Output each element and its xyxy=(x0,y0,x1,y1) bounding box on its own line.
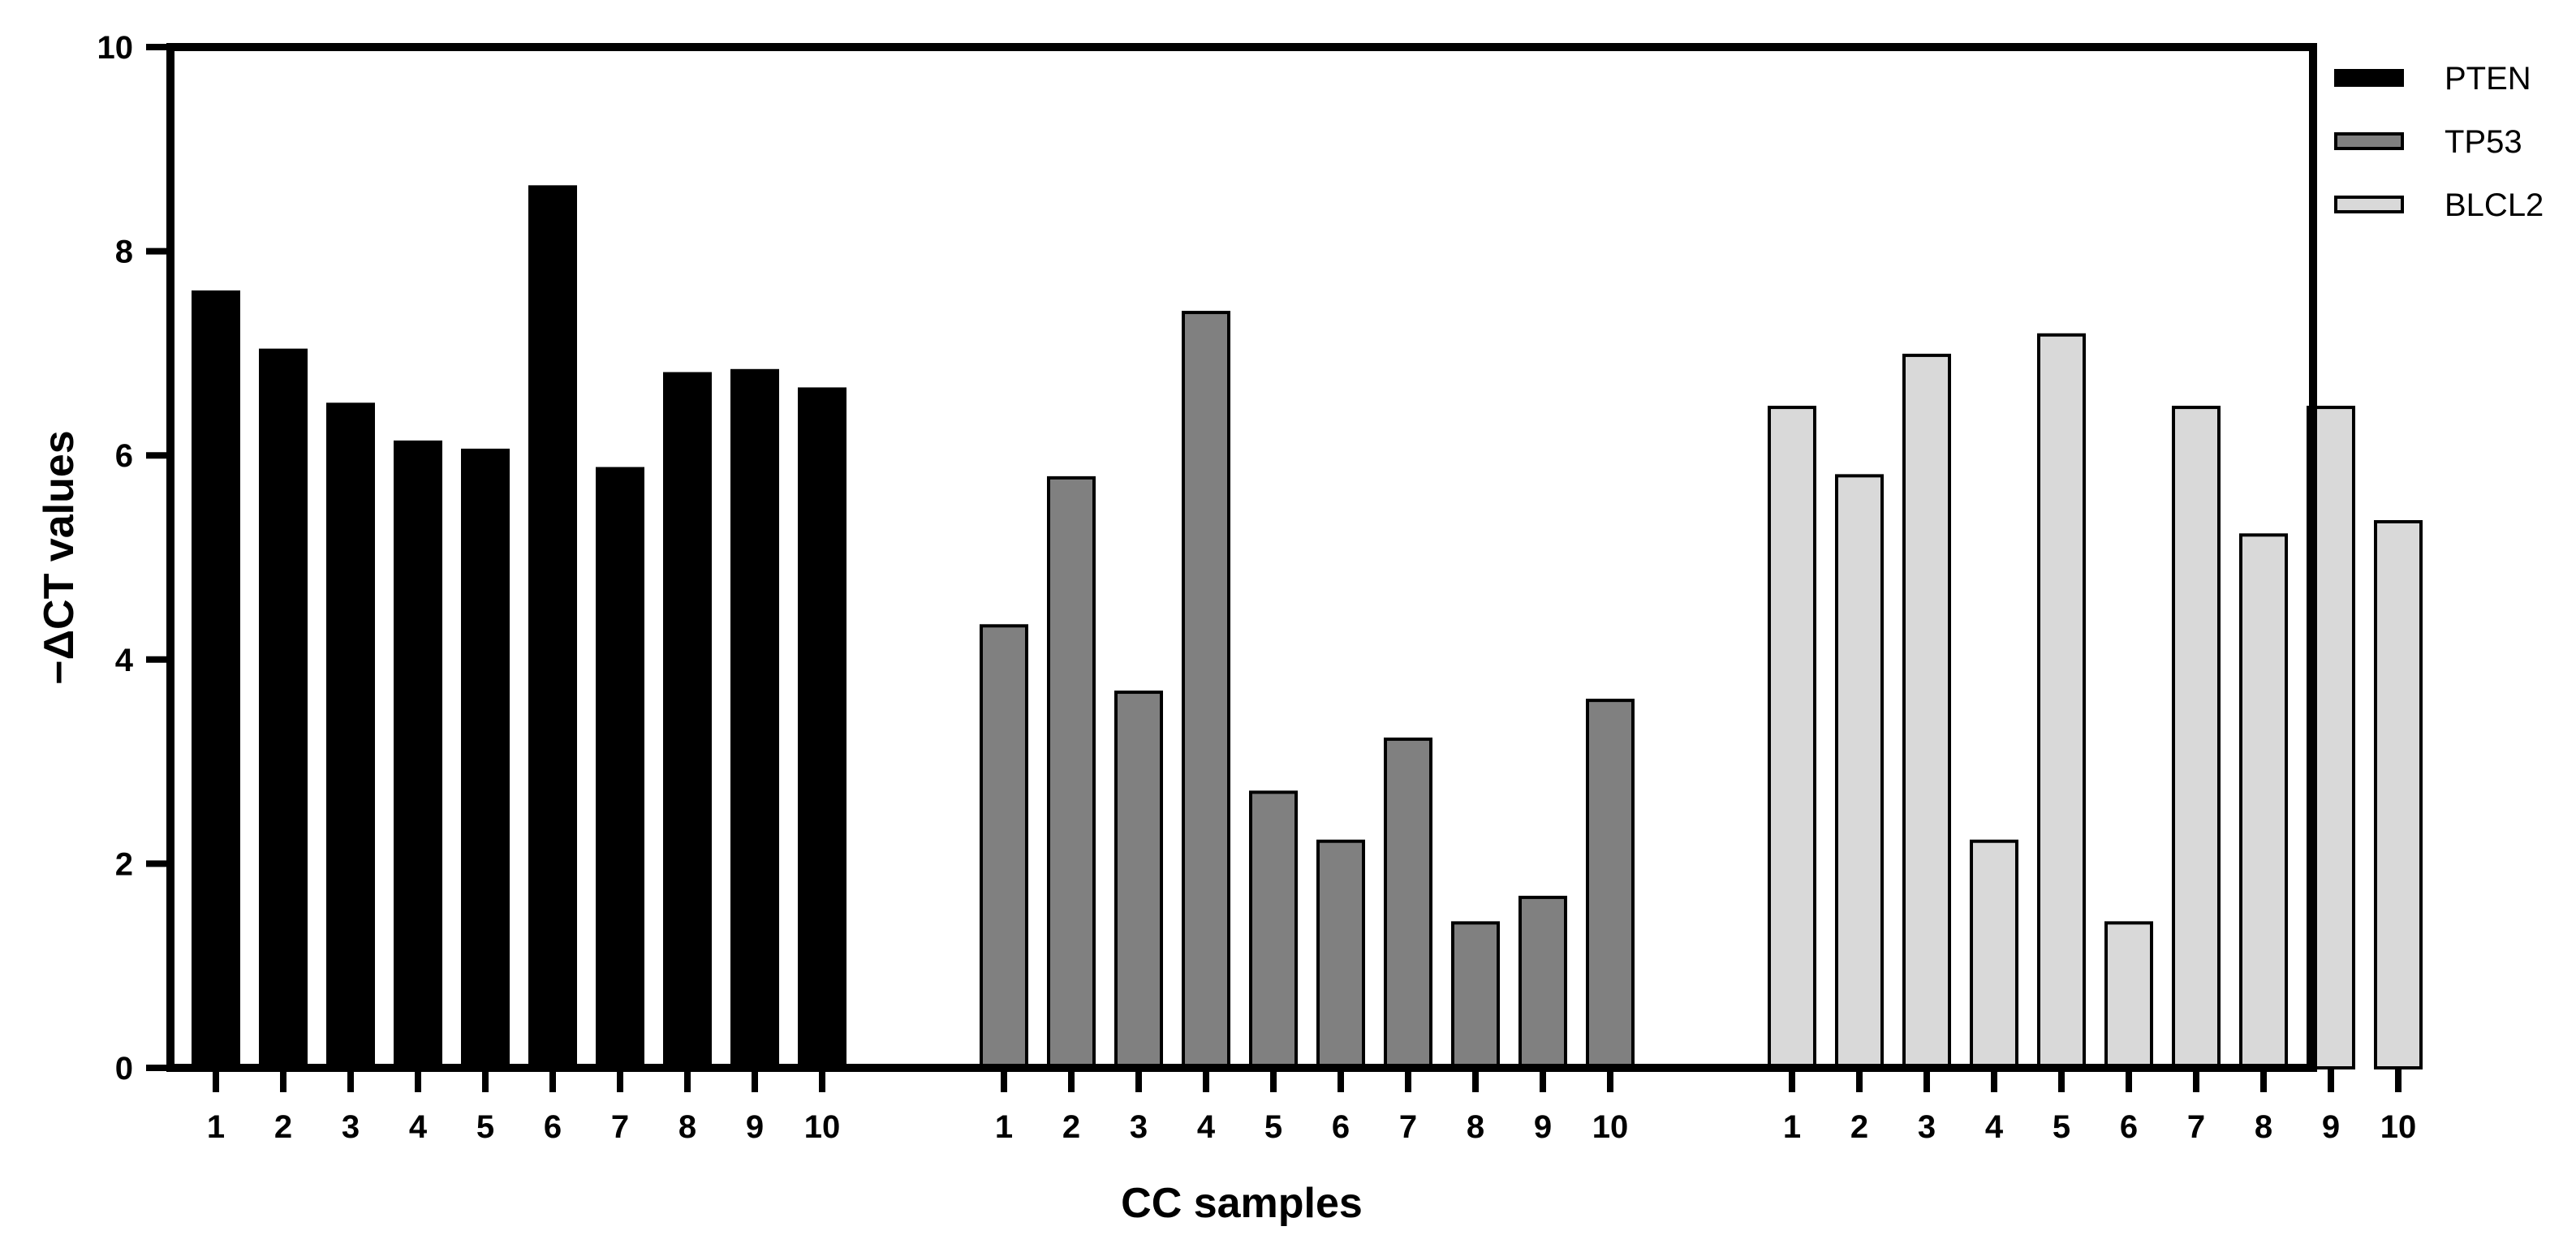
x-tick-label: 7 xyxy=(1399,1109,1417,1145)
bar-pten-10 xyxy=(798,387,846,1069)
bar-pten-5 xyxy=(461,448,510,1069)
plot-frame xyxy=(166,43,2317,1072)
legend-swatch-tp53 xyxy=(2334,132,2404,150)
x-tick-label: 9 xyxy=(1534,1109,1552,1145)
y-tick-label: 10 xyxy=(97,30,134,66)
legend-label-pten: PTEN xyxy=(2445,61,2531,97)
x-axis-title: CC samples xyxy=(1121,1180,1363,1227)
bar-pten-1 xyxy=(192,290,240,1070)
bar-blcl2-7 xyxy=(2172,406,2221,1070)
x-tick-label: 10 xyxy=(804,1109,841,1145)
bar-tp53-5 xyxy=(1249,790,1298,1070)
bar-blcl2-1 xyxy=(1768,406,1816,1070)
bar-tp53-7 xyxy=(1384,737,1432,1069)
x-tick-label: 2 xyxy=(1062,1109,1080,1145)
x-tick-label: 5 xyxy=(2053,1109,2070,1145)
bar-pten-7 xyxy=(596,467,644,1069)
x-tick-label: 10 xyxy=(1592,1109,1629,1145)
bar-tp53-9 xyxy=(1518,895,1567,1069)
x-tick-label: 1 xyxy=(995,1109,1013,1145)
x-tick-label: 5 xyxy=(476,1109,494,1145)
x-tick-label: 5 xyxy=(1264,1109,1282,1145)
x-tick-label: 6 xyxy=(544,1109,562,1145)
bar-blcl2-4 xyxy=(1970,839,2018,1069)
legend-swatch-blcl2 xyxy=(2334,196,2404,213)
bar-blcl2-8 xyxy=(2239,533,2288,1069)
bar-pten-3 xyxy=(326,402,375,1069)
bar-pten-8 xyxy=(663,372,712,1069)
bar-blcl2-3 xyxy=(1902,353,1951,1069)
x-tick-label: 8 xyxy=(2255,1109,2272,1145)
y-axis-title: −ΔCT values xyxy=(36,430,83,684)
x-tick-label: 6 xyxy=(1332,1109,1350,1145)
bar-tp53-8 xyxy=(1451,921,1500,1070)
x-tick-label: 4 xyxy=(1985,1109,2004,1145)
x-tick-label: 10 xyxy=(2380,1109,2417,1145)
x-tick-label: 1 xyxy=(207,1109,225,1145)
bar-tp53-6 xyxy=(1316,839,1365,1069)
bar-blcl2-2 xyxy=(1835,474,1884,1069)
x-tick-label: 3 xyxy=(1918,1109,1936,1145)
x-tick-label: 7 xyxy=(2187,1109,2205,1145)
x-tick-label: 9 xyxy=(2322,1109,2340,1145)
x-tick-label: 1 xyxy=(1783,1109,1801,1145)
x-tick-label: 9 xyxy=(746,1109,764,1145)
bar-tp53-3 xyxy=(1114,691,1163,1070)
legend-label-blcl2: BLCL2 xyxy=(2445,187,2544,223)
bar-tp53-1 xyxy=(980,624,1028,1069)
x-tick-label: 8 xyxy=(678,1109,696,1145)
bar-pten-9 xyxy=(730,368,779,1069)
y-tick-label: 0 xyxy=(115,1051,133,1087)
legend-label-tp53: TP53 xyxy=(2445,124,2522,160)
bar-tp53-4 xyxy=(1182,311,1230,1069)
x-tick-label: 8 xyxy=(1467,1109,1484,1145)
bar-tp53-2 xyxy=(1047,476,1096,1069)
bar-blcl2-6 xyxy=(2104,921,2153,1070)
y-tick-label: 8 xyxy=(115,235,133,270)
y-tick-label: 2 xyxy=(115,846,133,882)
x-tick-label: 2 xyxy=(274,1109,292,1145)
bar-blcl2-5 xyxy=(2037,333,2086,1070)
legend-swatch-pten xyxy=(2334,69,2404,87)
x-tick-label: 4 xyxy=(409,1109,428,1145)
y-tick-label: 4 xyxy=(115,643,134,678)
y-tick-label: 6 xyxy=(115,438,133,474)
x-tick-label: 2 xyxy=(1850,1109,1868,1145)
bar-blcl2-10 xyxy=(2374,519,2423,1069)
bar-pten-2 xyxy=(259,348,308,1070)
x-tick-label: 6 xyxy=(2120,1109,2138,1145)
x-tick-label: 7 xyxy=(611,1109,629,1145)
bar-pten-6 xyxy=(528,185,577,1070)
x-tick-label: 3 xyxy=(342,1109,360,1145)
bar-pten-4 xyxy=(394,440,442,1069)
x-tick-label: 4 xyxy=(1197,1109,1216,1145)
x-tick-label: 3 xyxy=(1130,1109,1148,1145)
bar-tp53-10 xyxy=(1586,699,1635,1069)
